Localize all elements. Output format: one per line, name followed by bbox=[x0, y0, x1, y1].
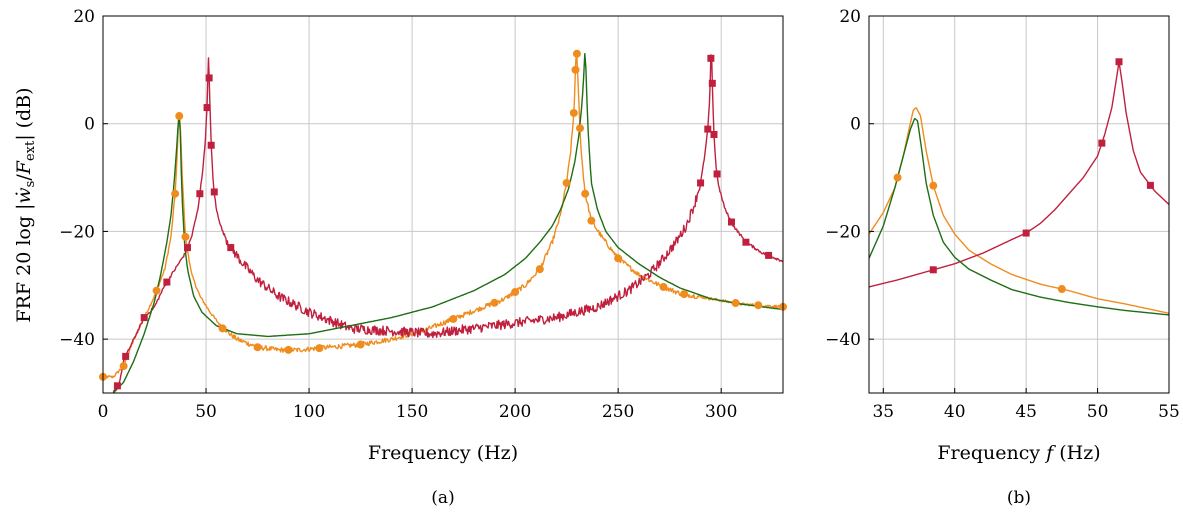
data-point bbox=[571, 65, 580, 74]
data-point bbox=[587, 216, 596, 225]
data-point bbox=[183, 244, 191, 252]
y-tick-label: −20 bbox=[825, 222, 861, 242]
data-point bbox=[576, 124, 585, 133]
y-tick-label: −40 bbox=[59, 330, 95, 350]
data-point bbox=[181, 232, 190, 241]
data-point bbox=[119, 362, 128, 371]
data-point bbox=[171, 189, 180, 198]
data-point bbox=[205, 74, 213, 82]
grid-a bbox=[102, 15, 783, 393]
data-point bbox=[710, 130, 718, 138]
data-point bbox=[1057, 285, 1066, 294]
grid-b bbox=[869, 15, 1170, 393]
series-group-a bbox=[103, 52, 783, 393]
data-point bbox=[511, 288, 520, 297]
data-point bbox=[196, 190, 204, 198]
data-point bbox=[490, 298, 499, 307]
data-point bbox=[731, 299, 740, 308]
x-tick-label: 0 bbox=[98, 402, 109, 422]
data-point bbox=[708, 79, 716, 87]
y-tick-label: 0 bbox=[84, 115, 95, 135]
x-tick-label: 300 bbox=[705, 402, 737, 422]
data-point bbox=[207, 141, 215, 149]
data-point bbox=[113, 382, 121, 390]
data-point bbox=[122, 352, 130, 360]
series-group-b bbox=[869, 61, 1169, 316]
y-tick-label: 0 bbox=[850, 115, 861, 135]
series-line-0 bbox=[103, 52, 783, 379]
caption-a: (a) bbox=[431, 488, 454, 508]
data-point bbox=[581, 189, 590, 198]
data-point bbox=[765, 251, 773, 259]
series-line-2 bbox=[112, 53, 783, 393]
y-axis-label: FRF 20 log |ẇs/Fext| (dB) bbox=[13, 87, 38, 322]
x-tick-label: 50 bbox=[1087, 402, 1109, 422]
data-point bbox=[449, 314, 458, 323]
y-tick-label: −20 bbox=[59, 222, 95, 242]
data-point bbox=[569, 108, 578, 117]
data-point bbox=[614, 254, 623, 263]
data-point bbox=[315, 344, 324, 353]
x-tick-label: 50 bbox=[195, 402, 217, 422]
x-tick-label: 45 bbox=[1015, 402, 1037, 422]
y-tick-label: 20 bbox=[839, 7, 861, 27]
x-tick-label: 35 bbox=[872, 402, 894, 422]
series-line-2 bbox=[869, 117, 1169, 316]
data-point bbox=[535, 265, 544, 274]
plot-frame-a bbox=[102, 15, 784, 394]
series-line-1 bbox=[869, 61, 1169, 288]
markers-group-a bbox=[99, 49, 787, 390]
data-point bbox=[203, 104, 211, 112]
data-point bbox=[1022, 229, 1030, 237]
series-line-1 bbox=[112, 54, 783, 393]
x-tick-label: 150 bbox=[396, 402, 428, 422]
markers-group-b bbox=[893, 58, 1154, 294]
data-point bbox=[707, 54, 715, 62]
data-point bbox=[1146, 181, 1154, 189]
y-tick-label: −40 bbox=[825, 330, 861, 350]
data-point bbox=[929, 266, 937, 274]
x-tick-label: 250 bbox=[602, 402, 634, 422]
data-point bbox=[284, 345, 293, 354]
data-point bbox=[659, 282, 668, 291]
ticks-b: 35 40 45 50 55 20 0 −20 −40 bbox=[825, 7, 1180, 422]
data-point bbox=[1098, 139, 1106, 147]
data-point bbox=[697, 179, 705, 187]
series-line-0 bbox=[869, 106, 1169, 314]
data-point bbox=[893, 173, 902, 182]
data-point bbox=[163, 278, 171, 286]
data-point bbox=[152, 286, 161, 295]
chart-panel-b: 35 40 45 50 55 20 0 −20 −40 Frequency f (Hz) (b) bbox=[825, 7, 1180, 508]
data-point bbox=[227, 244, 235, 252]
x-tick-label: 200 bbox=[499, 402, 531, 422]
data-point bbox=[727, 218, 735, 226]
y-tick-label: 20 bbox=[73, 7, 95, 27]
data-point bbox=[210, 188, 218, 196]
data-point bbox=[140, 314, 148, 322]
data-point bbox=[572, 49, 581, 58]
data-point bbox=[1115, 58, 1123, 66]
x-tick-label: 100 bbox=[293, 402, 325, 422]
x-tick-label: 40 bbox=[944, 402, 966, 422]
data-point bbox=[704, 125, 712, 133]
data-point bbox=[175, 112, 184, 121]
plot-frame-b bbox=[868, 15, 1170, 394]
data-point bbox=[754, 301, 763, 310]
x-axis-label-a: Frequency (Hz) bbox=[368, 442, 518, 464]
data-point bbox=[253, 343, 262, 352]
data-point bbox=[562, 178, 571, 187]
x-tick-label: 55 bbox=[1158, 402, 1180, 422]
data-point bbox=[929, 181, 938, 190]
data-point bbox=[218, 324, 227, 333]
data-point bbox=[680, 290, 689, 299]
x-axis-label-b: Frequency f (Hz) bbox=[937, 442, 1100, 464]
data-point bbox=[713, 170, 721, 178]
caption-b: (b) bbox=[1007, 488, 1031, 508]
data-point bbox=[742, 238, 750, 246]
data-point bbox=[356, 340, 365, 349]
